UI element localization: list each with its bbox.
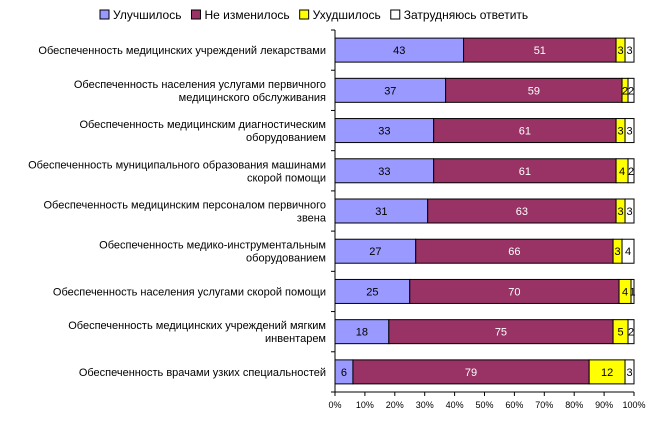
x-tick-label: 70%	[535, 400, 553, 410]
category-label: оборудованием	[246, 253, 326, 265]
data-label: 4	[619, 166, 625, 178]
x-tick-label: 40%	[446, 400, 464, 410]
data-label: 43	[393, 45, 405, 57]
data-label: 3	[626, 206, 632, 218]
bar-segment	[388, 319, 614, 345]
bar-segment	[621, 238, 635, 264]
bar-segment	[433, 118, 617, 144]
bar-segment	[463, 37, 617, 63]
bar-segment	[624, 118, 635, 144]
data-label: 37	[384, 85, 396, 97]
bar-segment	[334, 278, 411, 304]
data-label: 3	[617, 45, 623, 57]
data-label: 63	[516, 206, 528, 218]
bar-segment	[334, 158, 435, 184]
category-label: Обеспеченность медицинским персоналом пе…	[44, 200, 327, 212]
x-tick-label: 50%	[475, 400, 493, 410]
x-tick-label: 100%	[622, 400, 645, 410]
category-label: Обеспеченность медицинским диагностическ…	[79, 119, 326, 131]
category-label: Обеспеченность медицинских учреждений мя…	[68, 320, 326, 332]
data-label: 61	[519, 126, 531, 138]
data-label: 27	[369, 246, 381, 258]
bar-segment	[334, 198, 429, 224]
data-label: 61	[519, 166, 531, 178]
bar-segment	[624, 37, 635, 63]
category-label: Обеспеченность врачами узких специальнос…	[79, 367, 326, 379]
bar-segment	[445, 77, 623, 103]
legend-label: Ухудшилось	[313, 8, 381, 22]
data-label: 33	[378, 126, 390, 138]
bar-segment	[433, 158, 617, 184]
bar-segment	[627, 158, 635, 184]
bar-segment	[624, 198, 635, 224]
data-label: 2	[628, 327, 634, 339]
data-label: 25	[366, 286, 378, 298]
data-label: 2	[622, 85, 628, 97]
data-label: 3	[626, 367, 632, 379]
category-label: Обеспеченность населения услугами первич…	[74, 79, 326, 91]
data-label: 33	[378, 166, 390, 178]
category-label: Обеспеченность муниципального образовани…	[28, 159, 326, 171]
x-tick-label: 30%	[416, 400, 434, 410]
legend-swatch	[190, 9, 201, 20]
x-tick-label: 20%	[386, 400, 404, 410]
data-label: 1	[629, 286, 635, 298]
bar-segment	[409, 278, 620, 304]
bar-segment	[624, 359, 635, 385]
category-label: инвентарем	[265, 333, 326, 345]
legend-swatch	[99, 9, 110, 20]
category-label: медицинского обслуживания	[179, 92, 326, 104]
data-label: 3	[617, 206, 623, 218]
data-label: 66	[508, 246, 520, 258]
category-label: скорой помощи	[247, 172, 326, 184]
x-tick-label: 80%	[565, 400, 583, 410]
bar-segment	[352, 359, 590, 385]
data-label: 3	[626, 126, 632, 138]
bar-segment	[630, 278, 635, 304]
data-label: 2	[628, 85, 634, 97]
data-label: 3	[617, 126, 623, 138]
legend-swatch	[299, 9, 310, 20]
data-label: 6	[341, 367, 347, 379]
data-label: 75	[495, 327, 507, 339]
data-label: 70	[508, 286, 520, 298]
data-label: 3	[626, 45, 632, 57]
data-label: 59	[528, 85, 540, 97]
data-label: 18	[356, 327, 368, 339]
x-tick-label: 60%	[505, 400, 523, 410]
bar-segment	[334, 118, 435, 144]
data-label: 79	[465, 367, 477, 379]
category-label: Обеспеченность населения услугами скорой…	[53, 286, 326, 298]
category-label: оборудованием	[246, 132, 326, 144]
data-label: 2	[628, 166, 634, 178]
bar-segment	[334, 77, 447, 103]
bar-segment	[334, 238, 417, 264]
legend-label: Затрудняюсь ответить	[404, 8, 528, 22]
data-label: 4	[625, 246, 631, 258]
x-tick-label: 0%	[328, 400, 341, 410]
x-tick-label: 90%	[595, 400, 613, 410]
data-label: 51	[534, 45, 546, 57]
data-label: 31	[375, 206, 387, 218]
legend-label: Улучшилось	[113, 8, 181, 22]
category-label: звена	[297, 213, 327, 225]
legend-swatch	[390, 9, 401, 20]
bar-segment	[627, 77, 635, 103]
bar-segment	[627, 319, 635, 345]
data-label: 4	[622, 286, 628, 298]
x-tick-label: 10%	[356, 400, 374, 410]
data-label: 5	[617, 327, 623, 339]
legend-label: Не изменилось	[204, 8, 289, 22]
category-label: Обеспеченность медико-инструментальным	[99, 240, 326, 252]
data-label: 3	[614, 246, 620, 258]
category-label: Обеспеченность медицинских учреждений ле…	[38, 45, 326, 57]
data-label: 12	[601, 367, 613, 379]
